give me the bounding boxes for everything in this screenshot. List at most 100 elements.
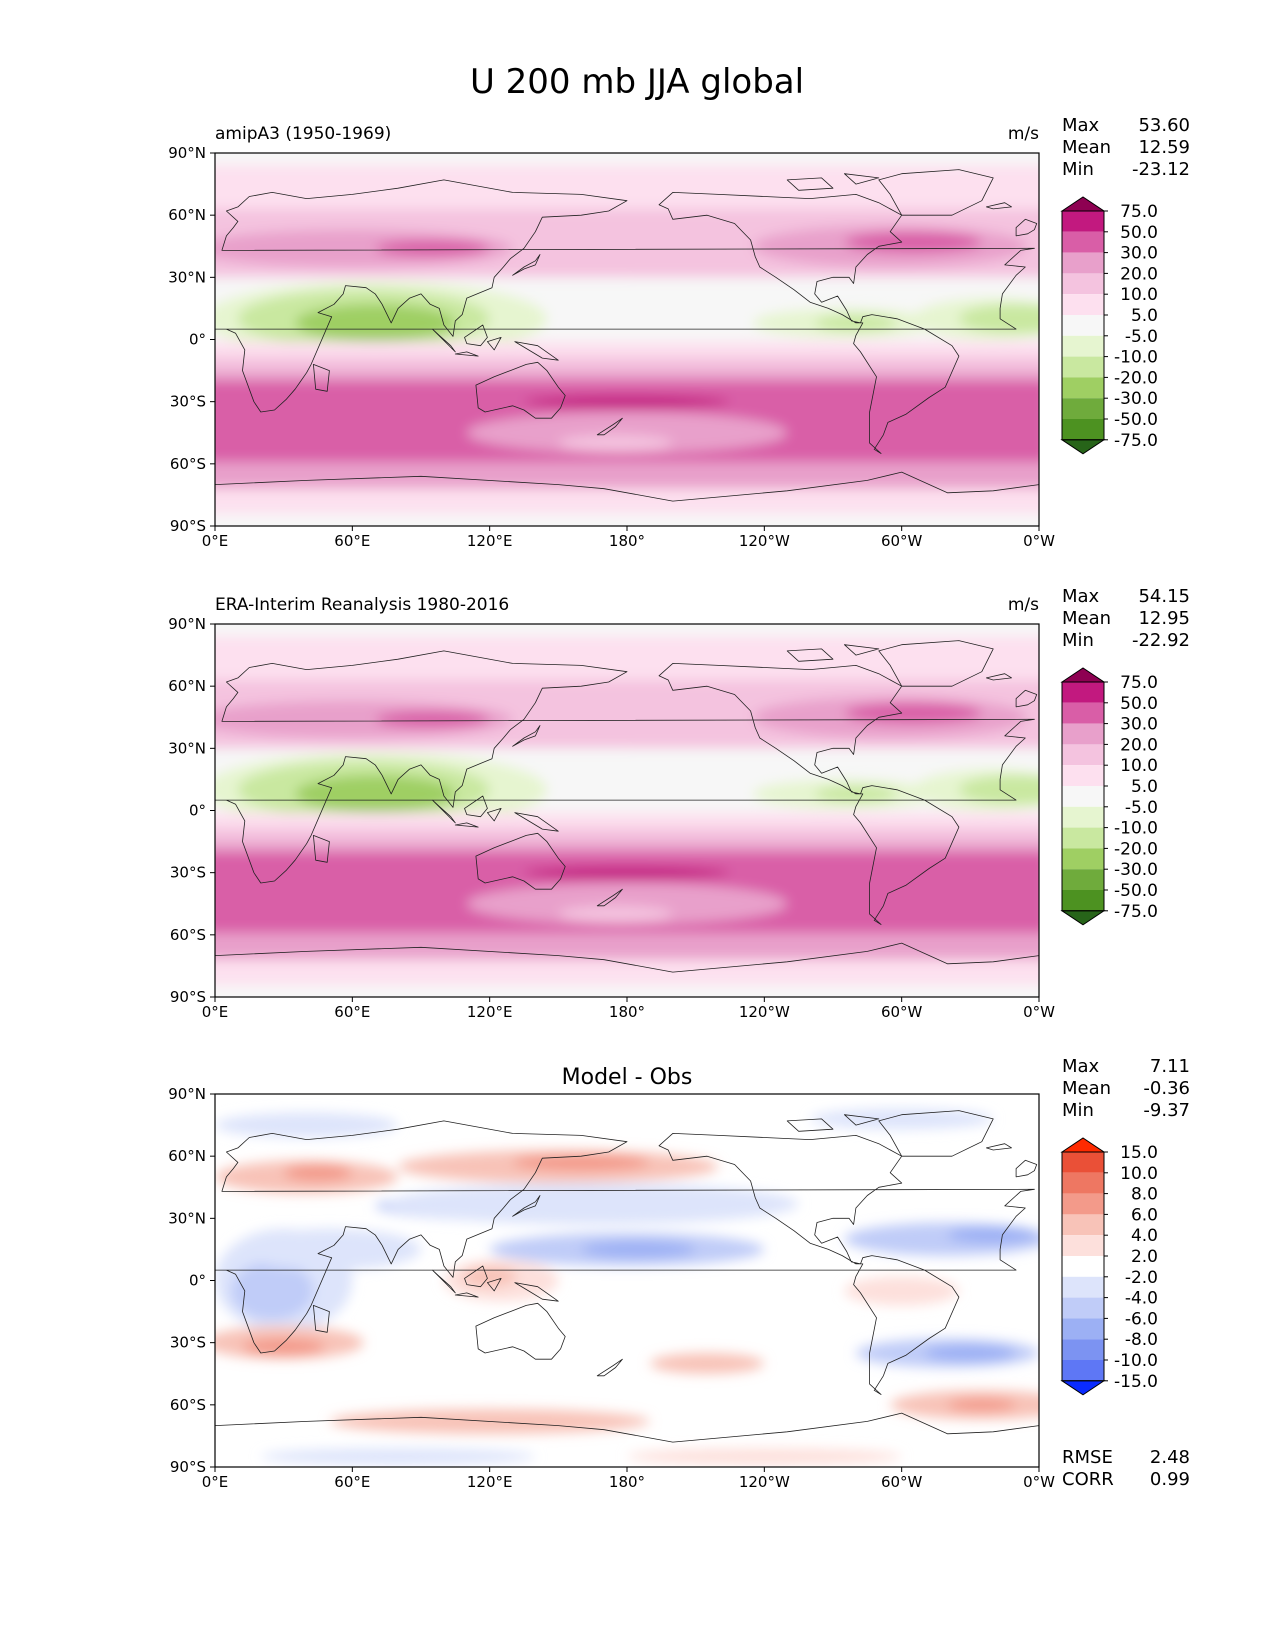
field-contour xyxy=(581,1241,696,1258)
colorbar-segment xyxy=(1062,1214,1104,1236)
colorbar-tick-label: -50.0 xyxy=(1114,410,1158,430)
field-contour xyxy=(947,1226,1039,1244)
colorbar-segment xyxy=(1062,827,1104,849)
coastlines xyxy=(215,169,1039,526)
colorbar: 15.010.08.06.04.02.0-2.0-4.0-6.0-8.0-10.… xyxy=(1060,1137,1158,1396)
field-band xyxy=(215,932,1039,960)
x-tick-label: 0°E xyxy=(202,532,229,550)
colorbar-tick-label: 75.0 xyxy=(1120,202,1158,222)
colorbar-tick-label: 20.0 xyxy=(1120,264,1158,284)
colorbar-extend-top xyxy=(1060,1137,1106,1153)
field-contour xyxy=(215,1112,399,1138)
field-contour xyxy=(627,1448,902,1465)
y-tick-label: 60°N xyxy=(168,677,206,695)
panel-title: amipA3 (1950-1969) xyxy=(215,124,391,144)
colorbar-segment xyxy=(1062,419,1104,440)
y-tick-label: 0° xyxy=(189,1272,206,1290)
x-tick-label: 0°W xyxy=(1023,1003,1055,1021)
colorbar-tick-label: 6.0 xyxy=(1131,1205,1158,1225)
coastlines xyxy=(215,640,1039,997)
stat-label: Mean xyxy=(1062,1078,1111,1099)
stat-value: 7.11 xyxy=(1150,1056,1190,1077)
x-tick-label: 180° xyxy=(609,1473,645,1491)
y-tick-label: 90°S xyxy=(170,517,206,535)
colorbar-tick-label: -2.0 xyxy=(1125,1268,1158,1288)
x-tick-label: 60°E xyxy=(334,1003,370,1021)
stat-label: Min xyxy=(1062,630,1094,651)
field-contour xyxy=(231,1261,314,1320)
colorbar-segment xyxy=(1062,335,1104,357)
field-contour xyxy=(524,395,730,408)
colorbar-segment xyxy=(1062,211,1104,232)
field-layer xyxy=(215,165,1039,514)
field-contour xyxy=(649,1353,765,1374)
colorbar-segment xyxy=(1062,848,1104,870)
colorbar-extend-bottom xyxy=(1060,1380,1106,1396)
field-contour xyxy=(947,1398,1017,1412)
colorbar-frame xyxy=(1061,681,1105,912)
field-band xyxy=(215,841,1039,852)
field-contour xyxy=(215,700,513,738)
colorbar-segment xyxy=(1062,252,1104,274)
field-band xyxy=(215,341,1039,357)
panel-3: 0°E 60°E 120°E 180° 120°W 60°W 0°W 90°N 60°N 30°N… xyxy=(168,1056,1190,1491)
field-contour xyxy=(375,711,490,728)
colorbar-extend-top xyxy=(1060,667,1106,683)
stat-value: 12.95 xyxy=(1138,608,1190,629)
metric-label: CORR xyxy=(1062,1469,1114,1490)
colorbar-tick-label: 30.0 xyxy=(1120,715,1158,735)
y-tick-label: 0° xyxy=(189,802,206,820)
colorbar-tick-label: -30.0 xyxy=(1114,860,1158,880)
x-tick-label: 0°E xyxy=(202,1003,229,1021)
colorbar-segment xyxy=(1062,765,1104,786)
x-tick-label: 180° xyxy=(609,532,645,550)
colorbar-tick-label: 50.0 xyxy=(1120,223,1158,243)
y-tick-label: 60°N xyxy=(168,1147,206,1165)
colorbar-segment xyxy=(1062,723,1104,745)
y-tick-label: 30°S xyxy=(170,393,206,411)
colorbar-tick-label: 5.0 xyxy=(1131,777,1158,797)
field-layer xyxy=(215,636,1039,985)
stat-value: 12.59 xyxy=(1138,137,1190,158)
x-tick-label: 120°W xyxy=(739,532,790,550)
stat-value: -22.92 xyxy=(1132,630,1190,651)
colorbar-segment xyxy=(1062,1318,1104,1340)
field-band xyxy=(215,812,1039,828)
x-tick-label: 0°W xyxy=(1023,1473,1055,1491)
field-contour xyxy=(242,1338,325,1356)
x-tick-label: 60°E xyxy=(334,532,370,550)
metric-value: 2.48 xyxy=(1150,1447,1190,1468)
field-band xyxy=(215,356,1039,371)
colorbar-tick-label: 15.0 xyxy=(1120,1143,1158,1163)
x-tick-label: 120°E xyxy=(467,1003,513,1021)
field-contour xyxy=(283,1164,353,1182)
colorbar-tick-label: -15.0 xyxy=(1114,1372,1158,1392)
colorbar-frame xyxy=(1061,210,1105,441)
y-tick-label: 0° xyxy=(189,331,206,349)
field-contour xyxy=(924,1344,1017,1362)
colorbar-tick-label: 2.0 xyxy=(1131,1247,1158,1267)
field-band xyxy=(215,165,1039,212)
field-contour xyxy=(524,866,730,879)
colorbar-tick-label: 8.0 xyxy=(1131,1185,1158,1205)
colorbar-tick-label: -4.0 xyxy=(1125,1289,1158,1309)
field-band xyxy=(215,827,1039,842)
colorbar-segment xyxy=(1062,1339,1104,1360)
field-contour xyxy=(466,883,788,925)
colorbar-segment xyxy=(1062,1297,1104,1319)
colorbar-extend-bottom xyxy=(1060,910,1106,926)
x-tick-label: 180° xyxy=(609,1003,645,1021)
colorbar-segment xyxy=(1062,1152,1104,1173)
y-tick-label: 60°N xyxy=(168,206,206,224)
colorbar-extend-bottom xyxy=(1060,439,1106,455)
panel-2: 0°E 60°E 120°E 180° 120°W 60°W 0°W 90°N 60°N 30°N… xyxy=(168,586,1190,1021)
x-tick-label: 60°E xyxy=(334,1473,370,1491)
stat-label: Max xyxy=(1062,1056,1100,1077)
field-contour xyxy=(844,1276,959,1306)
y-tick-label: 30°N xyxy=(168,268,206,286)
coastline-path xyxy=(215,1110,1039,1467)
y-tick-label: 30°S xyxy=(170,1334,206,1352)
stat-label: Min xyxy=(1062,159,1094,180)
colorbar-segment xyxy=(1062,1256,1104,1277)
field-band xyxy=(215,370,1039,381)
